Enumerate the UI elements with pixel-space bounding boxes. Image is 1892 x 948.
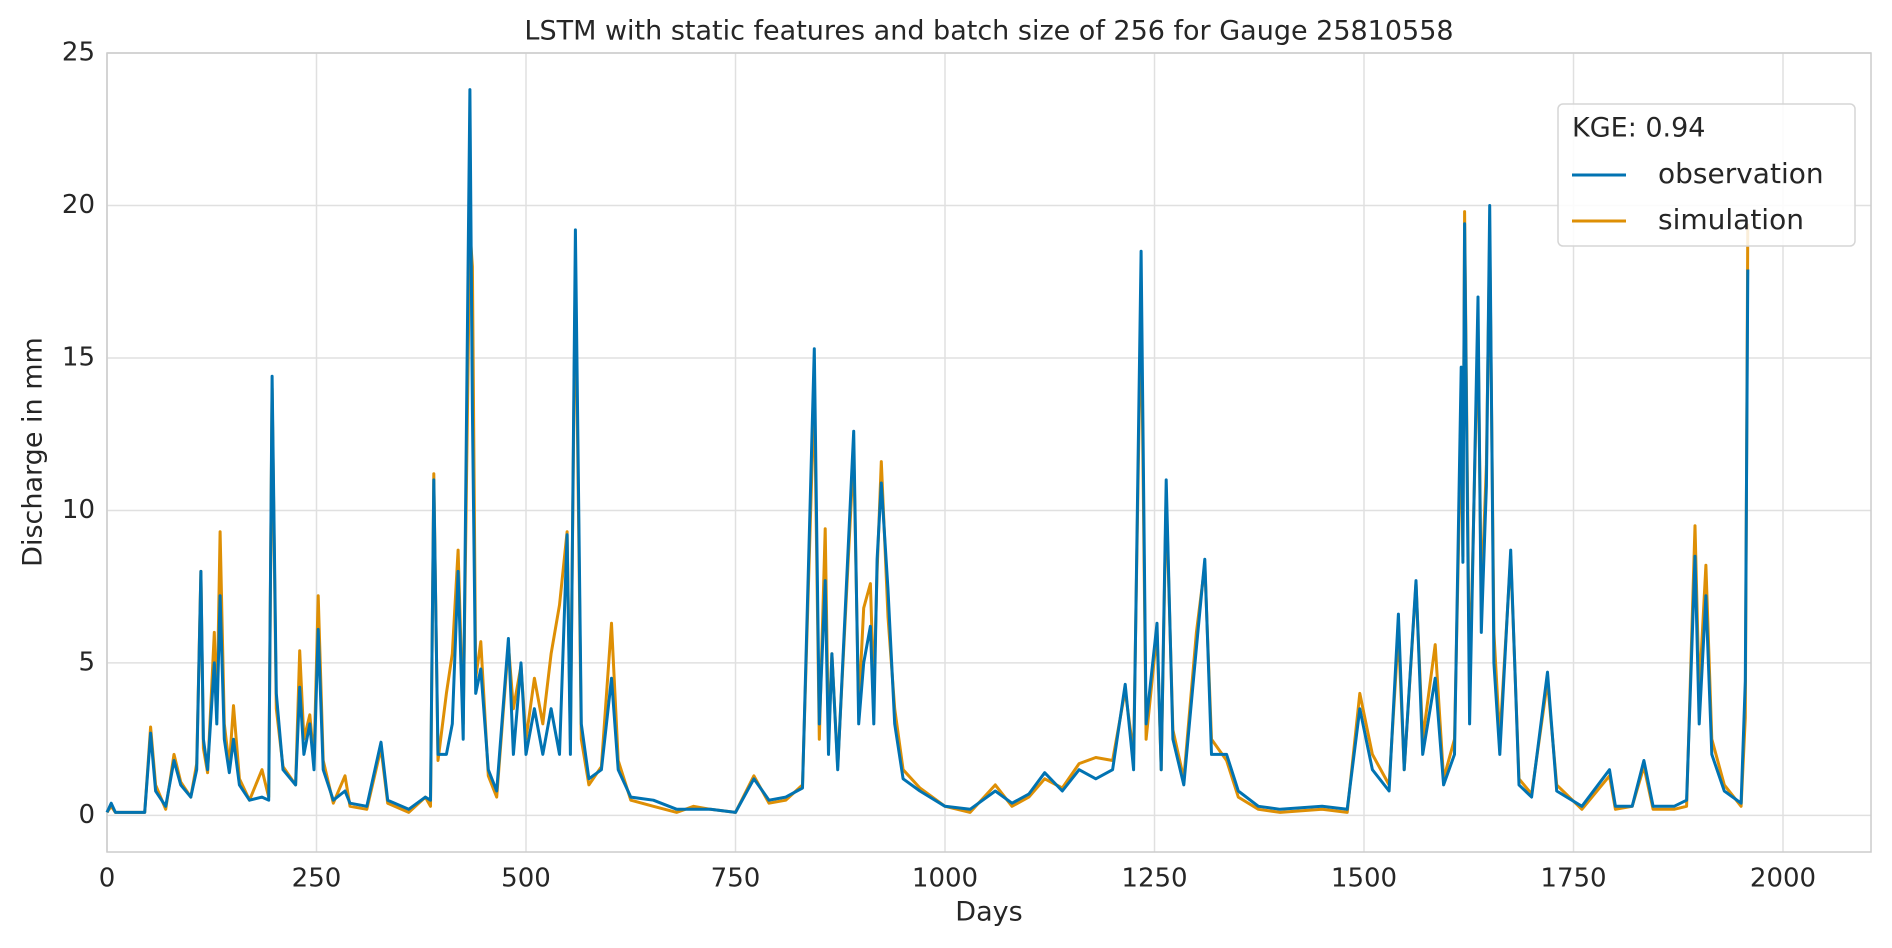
x-tick-label: 1250 (1121, 864, 1187, 894)
x-tick-label: 500 (501, 864, 551, 894)
plot-frame (106, 52, 1872, 853)
x-axis-label: Days (955, 897, 1022, 928)
legend-label: simulation (1658, 203, 1804, 236)
y-tick-label: 15 (62, 342, 95, 372)
x-tick-label: 2000 (1750, 864, 1816, 894)
y-tick-label: 25 (62, 38, 95, 68)
chart-title: LSTM with static features and batch size… (524, 16, 1453, 47)
legend-title: KGE: 0.94 (1572, 113, 1705, 144)
legend: KGE: 0.94 observation simulation (1557, 103, 1856, 247)
x-tick-label: 1000 (912, 864, 978, 894)
legend-label: observation (1658, 157, 1824, 190)
y-tick-label: 5 (78, 647, 95, 677)
y-axis-label: Discharge in mm (18, 337, 49, 567)
y-tick-label: 0 (78, 800, 95, 830)
x-tick-label: 750 (711, 864, 761, 894)
y-tick-label: 20 (62, 190, 95, 220)
x-tick-label: 250 (292, 864, 342, 894)
x-tick-label: 0 (99, 864, 116, 894)
data-line (105, 88, 1750, 814)
y-tick-label: 10 (62, 495, 95, 525)
x-tick-label: 1750 (1540, 864, 1606, 894)
x-tick-label: 1500 (1331, 864, 1397, 894)
legend-box (1557, 103, 1856, 247)
